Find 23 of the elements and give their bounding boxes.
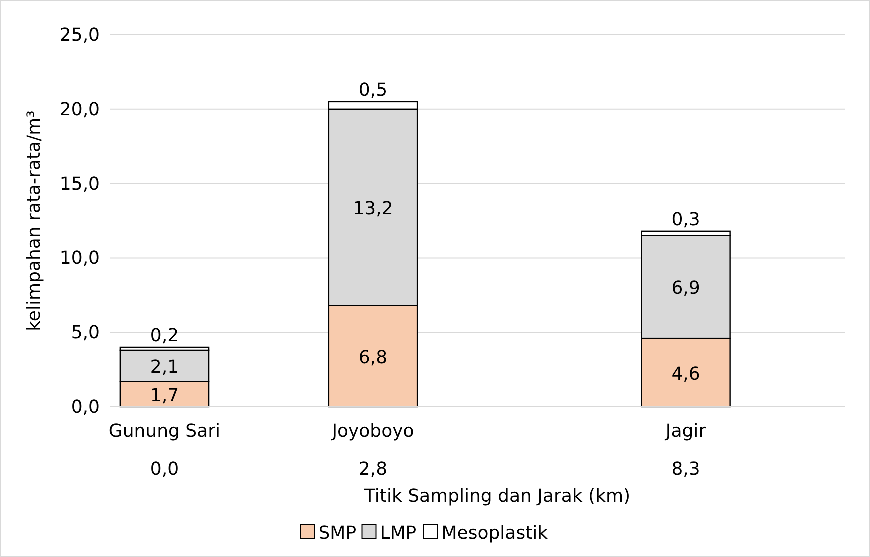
y-tick-label: 10,0	[60, 248, 100, 270]
y-tick-label: 20,0	[60, 99, 100, 120]
x-tick-label: Joyoboyo 2,8	[331, 421, 414, 480]
data-label: 2,1	[150, 357, 180, 378]
data-label: 1,7	[150, 385, 180, 406]
y-tick-label: 0,0	[71, 397, 100, 418]
data-label: 0,3	[672, 209, 700, 230]
data-label: 4,6	[672, 364, 700, 385]
y-tick-label: 5,0	[71, 322, 100, 344]
data-label: 6,8	[358, 347, 388, 368]
x-tick-label: Jagir 8,3	[664, 421, 707, 480]
data-label: 6,9	[672, 278, 700, 300]
legend-label: Mesoplastik	[442, 523, 549, 544]
y-axis-title: kelimpahan rata-rata/m³	[24, 110, 45, 332]
y-tick-label: 25,0	[60, 25, 100, 46]
data-label: 0,5	[358, 80, 388, 101]
data-label: 0,2	[150, 325, 180, 346]
data-label: 13,2	[353, 198, 394, 220]
legend-label: LMP	[380, 523, 417, 544]
x-axis-title: Titik Sampling dan Jarak (km)	[363, 486, 631, 507]
x-tick-label: Gunung Sari 0,0	[108, 421, 221, 480]
y-tick-label: 15,0	[60, 174, 100, 195]
legend-label: SMP	[318, 523, 357, 544]
